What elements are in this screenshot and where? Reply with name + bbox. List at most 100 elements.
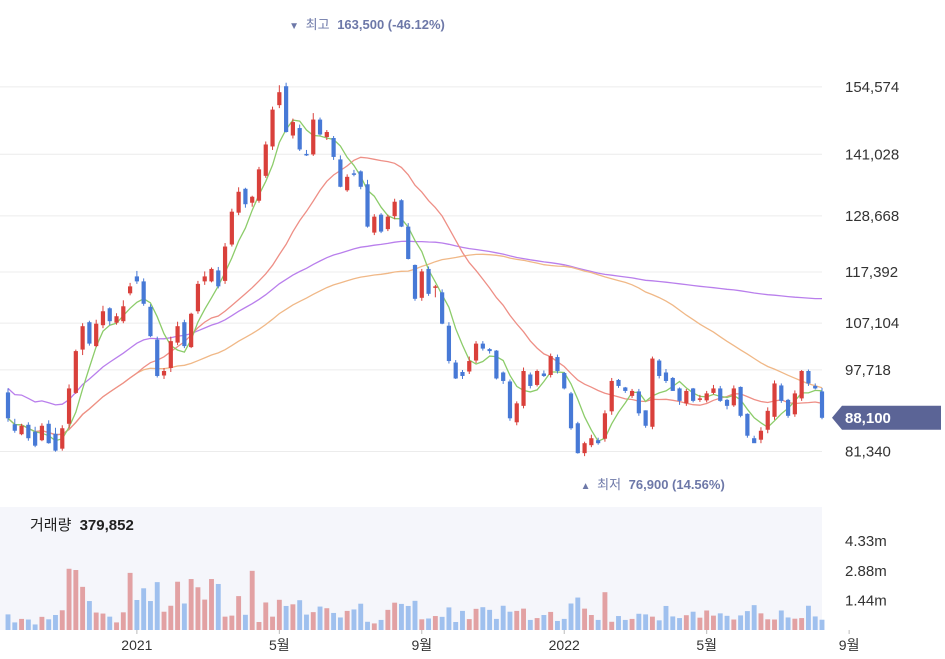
high-annotation-label: ▼ 최고 163,500 (-46.12%) (289, 17, 445, 32)
volume-label-text: 거래량 (30, 517, 72, 534)
date-tick-label: 9월 (411, 637, 432, 653)
candle-body (623, 387, 628, 391)
up-candle (94, 319, 99, 348)
down-candle (426, 266, 431, 296)
volume-bar (690, 611, 696, 630)
volume-bar (575, 597, 581, 630)
down-candle (494, 350, 499, 380)
volume-bar (290, 604, 296, 630)
low-annotation-prefix: 최저 (597, 477, 621, 492)
up-candle (467, 356, 472, 374)
candle-body (480, 343, 485, 349)
candle-body (589, 438, 594, 446)
volume-bar (337, 617, 343, 630)
candle-body (290, 122, 296, 136)
volume-bar (480, 607, 486, 630)
down-candle (46, 420, 51, 444)
volume-bar (181, 603, 187, 630)
candle-body (752, 438, 757, 444)
volume-bar (744, 611, 750, 630)
candle-body (26, 424, 31, 439)
volume-bar (704, 610, 710, 630)
price-tick-label: 81,340 (845, 443, 891, 460)
volume-bar (59, 610, 65, 630)
candle-body (738, 386, 743, 416)
volume-bar (799, 618, 805, 630)
down-candle (541, 370, 546, 377)
volume-bar (555, 620, 560, 630)
volume-bar (351, 609, 357, 630)
down-candle (596, 437, 601, 445)
candle-body (541, 373, 546, 376)
volume-bar (521, 608, 526, 630)
down-candle (53, 427, 58, 452)
up-candle (229, 208, 234, 247)
current-price-badge: 88,100 (832, 405, 941, 430)
volume-bar (263, 602, 269, 630)
up-candle (629, 388, 635, 398)
candle-body (691, 388, 696, 401)
down-candle (87, 320, 92, 346)
candles (5, 82, 825, 457)
candle-body (806, 371, 811, 384)
price-badge-shape (832, 405, 941, 430)
volume-bar (392, 602, 398, 630)
volume-bar (778, 610, 784, 630)
candle-body (73, 351, 78, 393)
up-candle (175, 321, 180, 346)
date-tick-label: 5월 (696, 637, 717, 653)
volume-bar (792, 618, 798, 630)
volume-bar (446, 607, 452, 630)
candle-body (636, 391, 641, 414)
candle-body (813, 385, 818, 389)
down-candle (331, 136, 336, 160)
candle-body (677, 388, 682, 401)
candle-body (501, 372, 506, 381)
up-candle (290, 118, 296, 139)
candle-body (216, 270, 221, 287)
down-candle (752, 435, 757, 444)
volume-bar (507, 611, 513, 630)
volume-bar (622, 619, 628, 630)
volume-bar (582, 608, 588, 630)
candle-body (785, 399, 791, 416)
down-candle (453, 360, 458, 379)
volume-bar (398, 603, 404, 630)
up-candle (39, 423, 45, 442)
current-price-label: 88,100 (845, 410, 891, 427)
candle-body (765, 410, 770, 430)
candle-body (229, 211, 234, 245)
candle-body (127, 286, 133, 294)
volume-bar (656, 620, 662, 630)
volume-bar (385, 609, 391, 630)
volume-title: 거래량 379,852 (30, 517, 134, 534)
volume-bar (5, 614, 11, 630)
volume-bar (127, 572, 133, 630)
volume-bar (175, 581, 181, 630)
volume-bar (541, 615, 547, 630)
candle-body (175, 326, 180, 343)
up-candle (222, 243, 228, 284)
up-candle (392, 198, 397, 220)
down-candle (5, 388, 11, 422)
candle-body (745, 413, 750, 436)
candle-body (494, 350, 499, 379)
volume-bar (473, 608, 479, 630)
candle-body (467, 361, 472, 372)
candle-body (311, 119, 316, 155)
volume-bar (758, 613, 764, 630)
candle-body (100, 311, 106, 326)
down-candle (819, 387, 825, 420)
up-candle (602, 410, 608, 442)
down-candle (284, 82, 289, 133)
candle-body (297, 128, 302, 150)
up-candle (73, 349, 78, 394)
up-candle (534, 369, 540, 387)
up-candle (582, 441, 587, 457)
down-candle (148, 304, 153, 338)
volume-bar (717, 613, 723, 630)
candle-body (670, 377, 675, 391)
volume-bar (229, 615, 235, 630)
